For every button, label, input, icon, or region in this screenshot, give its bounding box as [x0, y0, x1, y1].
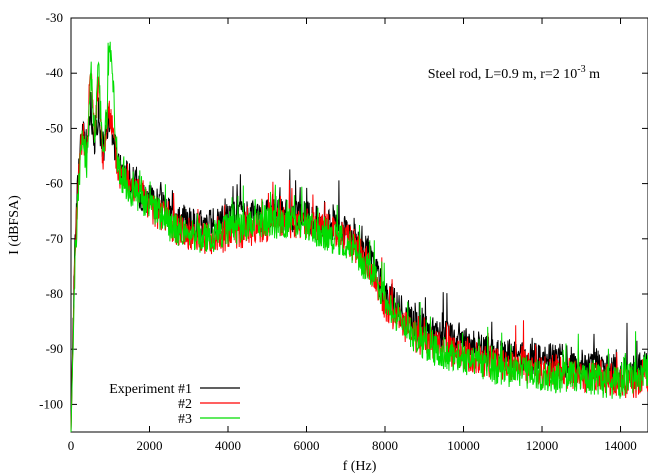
y-axis-title: I (dBFSA) — [7, 195, 22, 255]
legend-label-1: Experiment #1 — [109, 382, 192, 397]
y-tick-label: -40 — [46, 65, 63, 80]
annotation-suffix: m — [586, 67, 601, 82]
x-tick-label: 8000 — [372, 438, 398, 453]
y-tick-label: -80 — [46, 286, 63, 301]
x-tick-label: 2000 — [137, 438, 163, 453]
series-line-3 — [70, 41, 648, 433]
x-tick-label: 12000 — [526, 438, 559, 453]
ticks-group: 0 2000 4000 6000 8000 10000 12000 14000 -30 -40 -5… — [39, 10, 648, 453]
legend-label-2: #2 — [178, 397, 192, 412]
x-tick-label: 14000 — [604, 438, 637, 453]
y-tick-label: -30 — [46, 10, 63, 25]
y-tick-label: -60 — [46, 176, 63, 191]
x-tick-label: 0 — [68, 438, 75, 453]
annotation-superscript: -3 — [577, 64, 585, 75]
series-group — [70, 41, 648, 433]
legend-label-3: #3 — [178, 412, 192, 427]
y-tick-label: -90 — [46, 341, 63, 356]
plot-frame — [70, 17, 648, 433]
y-tick-label: -70 — [46, 231, 63, 246]
legend: Experiment #1#2#3 — [109, 382, 240, 427]
x-tick-label: 10000 — [447, 438, 480, 453]
annotation-main: Steel rod, L=0.9 m, r=2 10 — [428, 67, 578, 82]
x-tick-label: 4000 — [215, 438, 241, 453]
y-tick-label: -100 — [39, 396, 63, 411]
x-axis-title: f (Hz) — [343, 459, 377, 474]
y-tick-label: -50 — [46, 120, 63, 135]
chart-annotation: Steel rod, L=0.9 m, r=2 10-3 m — [428, 64, 600, 82]
x-tick-label: 6000 — [294, 438, 320, 453]
